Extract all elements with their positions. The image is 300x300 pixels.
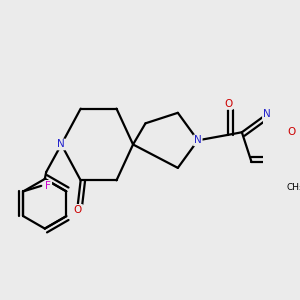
Text: N: N [194,135,202,145]
Text: O: O [224,99,232,109]
Text: O: O [74,205,82,215]
Text: N: N [263,109,271,119]
Text: CH₃: CH₃ [286,183,300,192]
Text: F: F [45,181,51,191]
Text: N: N [58,140,65,149]
Text: O: O [288,127,296,137]
